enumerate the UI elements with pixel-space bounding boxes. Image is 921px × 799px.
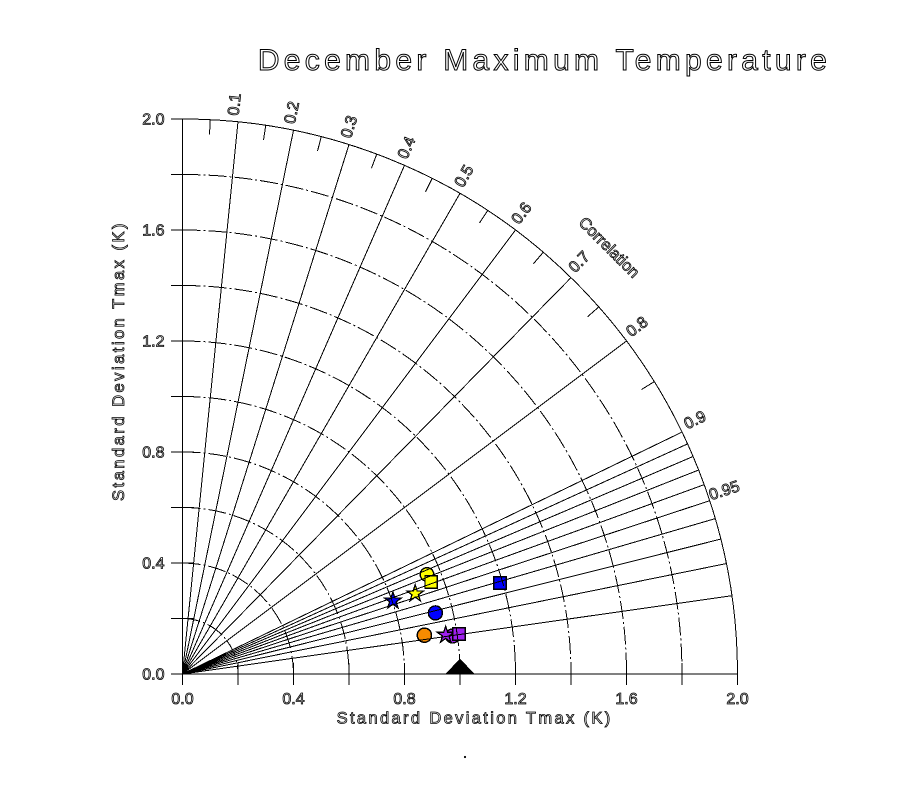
svg-text:2.0: 2.0	[726, 691, 748, 708]
svg-text:1.6: 1.6	[142, 223, 164, 240]
svg-text:2.0: 2.0	[142, 112, 164, 129]
svg-text:0.0: 0.0	[171, 691, 193, 708]
svg-text:0.4: 0.4	[142, 556, 164, 573]
svg-text:1.2: 1.2	[142, 334, 164, 351]
svg-text:0.4: 0.4	[282, 691, 304, 708]
svg-text:0.2: 0.2	[282, 100, 303, 125]
svg-text:0.8: 0.8	[142, 445, 164, 462]
svg-text:0.1: 0.1	[226, 92, 245, 116]
svg-text:0.3: 0.3	[338, 114, 361, 140]
svg-text:0.0: 0.0	[142, 667, 164, 684]
svg-text:1.6: 1.6	[615, 691, 637, 708]
svg-text:1.2: 1.2	[504, 691, 526, 708]
svg-text:0.8: 0.8	[393, 691, 415, 708]
svg-text:Standard Deviation Tmax (K): Standard Deviation Tmax (K)	[337, 710, 613, 728]
svg-text:December Maximum Temperature: December Maximum Temperature	[258, 44, 831, 77]
svg-text:Standard Deviation Tmax (K): Standard Deviation Tmax (K)	[110, 221, 128, 501]
